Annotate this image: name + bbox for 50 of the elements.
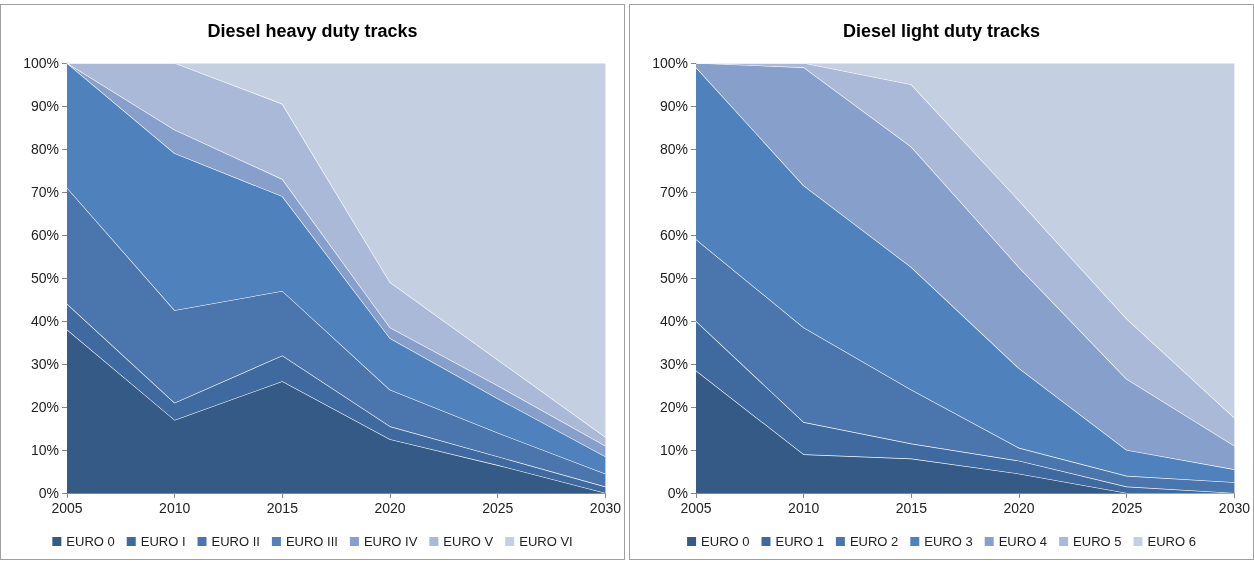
legend-label: EURO V <box>443 534 494 549</box>
y-tick-label: 30% <box>30 356 59 372</box>
y-tick-label: 0% <box>667 485 688 501</box>
y-tick-label: 90% <box>659 98 688 114</box>
chart-title: Diesel light duty tracks <box>842 21 1041 41</box>
x-tick-label: 2005 <box>680 500 712 516</box>
legend-label: EURO III <box>285 534 338 549</box>
legend-label: EURO 6 <box>1147 534 1196 549</box>
y-tick-label: 60% <box>659 227 688 243</box>
legend-label: EURO 2 <box>849 534 899 549</box>
x-tick-label: 2010 <box>788 500 820 516</box>
y-tick-label: 50% <box>659 270 688 286</box>
y-tick-label: 20% <box>659 399 688 415</box>
y-tick-label: 80% <box>30 141 59 157</box>
y-tick-label: 80% <box>659 141 688 157</box>
legend-label: EURO 3 <box>924 534 973 549</box>
y-tick-label: 40% <box>30 313 59 329</box>
y-tick-label: 90% <box>30 98 59 114</box>
legend-label: EURO 0 <box>701 534 750 549</box>
y-tick-label: 30% <box>659 356 688 372</box>
y-tick-label: 40% <box>659 313 688 329</box>
y-tick-label: 60% <box>30 227 59 243</box>
y-tick-label: 10% <box>659 442 688 458</box>
legend-label: EURO II <box>211 534 260 549</box>
x-tick-label: 2025 <box>1111 500 1143 516</box>
x-tick-label: 2030 <box>589 500 622 516</box>
x-tick-label: 2030 <box>1218 500 1251 516</box>
y-tick-label: 10% <box>30 442 59 458</box>
x-tick-label: 2010 <box>159 500 191 516</box>
y-tick-label: 100% <box>652 55 688 71</box>
legend-label: EURO 5 <box>1073 534 1122 549</box>
x-tick-label: 2005 <box>51 500 83 516</box>
x-tick-label: 2020 <box>1003 500 1035 516</box>
legend-label: EURO 0 <box>66 534 115 549</box>
y-tick-label: 70% <box>659 184 688 200</box>
legend-label: EURO VI <box>519 534 573 549</box>
y-tick-label: 20% <box>30 399 59 415</box>
x-tick-label: 2025 <box>482 500 514 516</box>
y-tick-label: 70% <box>30 184 59 200</box>
y-tick-label: 0% <box>38 485 59 501</box>
y-tick-label: 100% <box>23 55 59 71</box>
y-tick-label: 50% <box>30 270 59 286</box>
x-tick-label: 2020 <box>374 500 406 516</box>
legend-label: EURO 1 <box>775 534 824 549</box>
legend-label: EURO I <box>140 534 186 549</box>
x-tick-label: 2015 <box>895 500 928 516</box>
chart-title: Diesel heavy duty tracks <box>207 21 418 41</box>
legend-label: EURO IV <box>363 534 418 549</box>
legend-label: EURO 4 <box>998 534 1048 549</box>
x-tick-label: 2015 <box>266 500 299 516</box>
